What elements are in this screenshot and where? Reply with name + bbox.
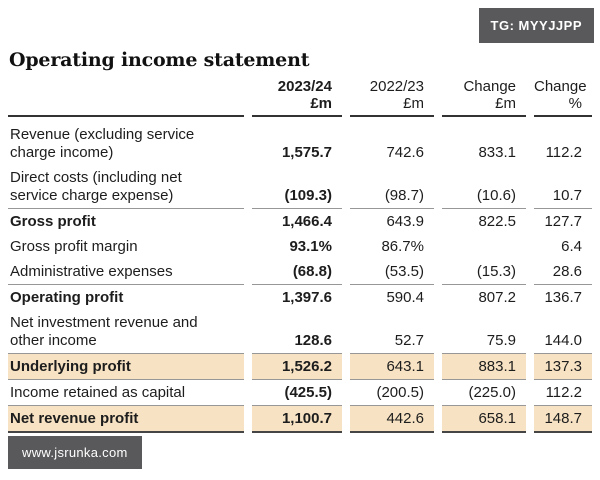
header-spacer xyxy=(8,108,244,117)
value-change-m: 883.1 xyxy=(442,354,526,380)
value-change-m: 833.1 xyxy=(478,144,516,161)
value-change-pct: 112.2 xyxy=(534,380,592,406)
value-change-m xyxy=(442,252,526,259)
row-label: Net revenue profit xyxy=(8,406,244,433)
value-2023-24: (68.8) xyxy=(252,259,342,285)
table-row: Net revenue profit 1,100.7 442.6 658.1 1… xyxy=(8,406,592,433)
value-change-pct: 6.4 xyxy=(561,238,582,255)
value-2022-23: 742.6 xyxy=(386,144,424,161)
tg-badge: TG: MYYJJPP xyxy=(478,8,594,43)
table-row: Underlying profit 1,526.2 643.1 883.1 13… xyxy=(8,354,592,380)
income-statement-table: 2023/24 £m 2022/23 £m Change £m Change %… xyxy=(8,74,592,433)
table-row: Gross profit 1,466.4 643.9 822.5 127.7 xyxy=(8,209,592,234)
column-header-change-m: Change £m xyxy=(442,74,526,117)
row-label: Direct costs (including net service char… xyxy=(8,165,244,209)
column-header-unit: % xyxy=(568,95,582,112)
value-change-pct: 112.2 xyxy=(545,144,582,161)
column-header-change-pct: Change % xyxy=(534,74,592,117)
column-header-change-label: Change xyxy=(534,78,587,95)
row-label: Income retained as capital xyxy=(8,380,244,406)
row-label: Underlying profit xyxy=(8,354,244,380)
row-label: Administrative expenses xyxy=(8,259,244,285)
value-2023-24: 93.1% xyxy=(289,238,332,255)
value-2022-23: 52.7 xyxy=(350,328,434,354)
value-change-pct: 127.7 xyxy=(544,213,582,230)
table-row: Revenue (excluding service charge income… xyxy=(8,122,592,165)
value-change-m: 807.2 xyxy=(478,289,516,306)
value-change-m: (15.3) xyxy=(442,259,526,285)
value-2022-23: 643.1 xyxy=(350,354,434,380)
value-2023-24: (109.3) xyxy=(252,183,342,209)
table-row: Net investment revenue and other income … xyxy=(8,310,592,354)
value-2022-23: 442.6 xyxy=(350,406,434,433)
value-2023-24: 1,575.7 xyxy=(281,144,332,161)
value-change-pct: 136.7 xyxy=(544,289,582,306)
watermark: www.jsrunka.com xyxy=(8,436,142,469)
value-change-m: (225.0) xyxy=(442,380,526,406)
value-2022-23: (98.7) xyxy=(350,183,434,209)
column-header-2022-23: 2022/23 £m xyxy=(350,74,434,117)
table-header-row: 2023/24 £m 2022/23 £m Change £m Change % xyxy=(8,74,592,117)
column-header-unit: £m xyxy=(495,95,516,112)
value-2022-23: (200.5) xyxy=(350,380,434,406)
value-2023-24: 1,397.6 xyxy=(281,289,332,306)
value-2023-24: 1,100.7 xyxy=(252,406,342,433)
value-change-pct: 144.0 xyxy=(534,328,592,354)
value-change-pct: 137.3 xyxy=(534,354,592,380)
row-label: Gross profit xyxy=(10,213,96,230)
value-2023-24: (425.5) xyxy=(252,380,342,406)
value-2023-24: 1,526.2 xyxy=(252,354,342,380)
table-row: Administrative expenses (68.8) (53.5) (1… xyxy=(8,259,592,285)
value-2022-23: 86.7% xyxy=(381,238,424,255)
column-header-year: 2022/23 xyxy=(369,78,424,95)
table-row: Operating profit 1,397.6 590.4 807.2 136… xyxy=(8,285,592,310)
column-header-2023-24: 2023/24 £m xyxy=(252,74,342,117)
value-2022-23: (53.5) xyxy=(350,259,434,285)
value-change-m: (10.6) xyxy=(442,183,526,209)
row-label: Operating profit xyxy=(10,289,124,306)
row-label: Gross profit margin xyxy=(10,238,138,255)
value-change-pct: 10.7 xyxy=(534,183,592,209)
value-2023-24: 128.6 xyxy=(252,328,342,354)
row-label: Net investment revenue and other income xyxy=(8,310,244,354)
value-change-m: 75.9 xyxy=(442,328,526,354)
value-change-pct: 148.7 xyxy=(534,406,592,433)
value-2022-23: 643.9 xyxy=(386,213,424,230)
page-title: Operating income statement xyxy=(9,49,310,71)
value-change-m: 658.1 xyxy=(442,406,526,433)
column-header-unit: £m xyxy=(310,95,332,112)
column-header-year: 2023/24 xyxy=(277,78,332,95)
row-label: Revenue (excluding service charge income… xyxy=(10,126,195,161)
table-row: Income retained as capital (425.5) (200.… xyxy=(8,380,592,406)
table-body: Revenue (excluding service charge income… xyxy=(8,122,592,433)
column-header-unit: £m xyxy=(403,95,424,112)
table-row: Gross profit margin 93.1% 86.7% 6.4 xyxy=(8,234,592,259)
table-row: Direct costs (including net service char… xyxy=(8,165,592,209)
value-2023-24: 1,466.4 xyxy=(281,213,332,230)
value-2022-23: 590.4 xyxy=(386,289,424,306)
column-header-change-label: Change xyxy=(463,78,516,95)
value-change-m: 822.5 xyxy=(478,213,516,230)
value-change-pct: 28.6 xyxy=(534,259,592,285)
